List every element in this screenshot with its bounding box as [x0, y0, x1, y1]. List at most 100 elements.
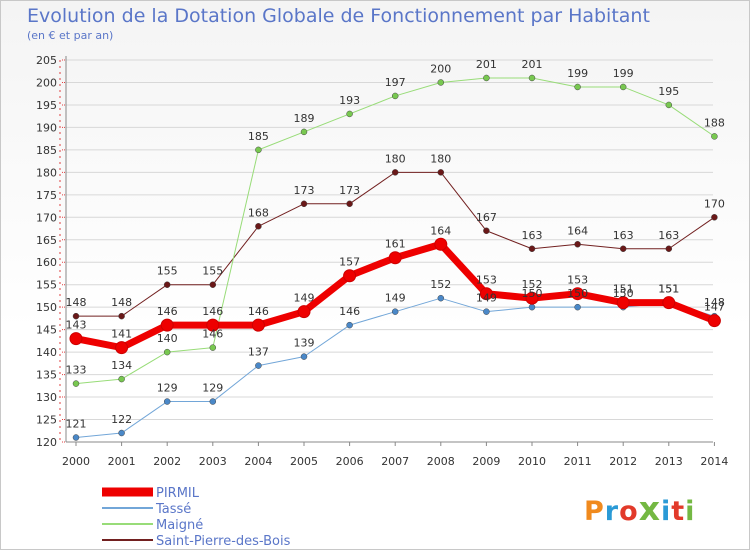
data-point-maigne	[209, 344, 217, 351]
x-tick-label: 2007	[381, 455, 409, 468]
data-label-pirmil: 164	[430, 224, 451, 237]
data-point-tasse	[163, 398, 171, 405]
data-label-saint-pierre-des-bois: 173	[339, 184, 360, 197]
x-tick-label: 2009	[472, 455, 500, 468]
data-point-maigne	[255, 146, 262, 154]
data-point-maigne	[711, 133, 718, 140]
data-label-maigne: 201	[522, 58, 543, 71]
data-point-pirmil	[662, 296, 676, 310]
data-label-pirmil: 147	[704, 301, 725, 314]
data-point-pirmil	[616, 296, 630, 310]
data-point-saint-pierre-des-bois	[665, 245, 673, 253]
data-point-maigne	[665, 101, 673, 109]
axes: 1201251301351401451501551601651701751801…	[36, 54, 728, 468]
y-tick-label: 135	[36, 369, 57, 382]
data-point-saint-pierre-des-bois	[163, 281, 171, 288]
data-label-tasse: 150	[567, 287, 588, 300]
data-label-saint-pierre-des-bois: 163	[658, 229, 679, 242]
x-tick-label: 2001	[108, 455, 136, 468]
legend-label-tasse: Tassé	[155, 502, 191, 517]
data-label-pirmil: 143	[66, 319, 87, 332]
y-tick-label: 175	[36, 189, 57, 202]
data-label-saint-pierre-des-bois: 163	[613, 229, 634, 242]
data-label-tasse: 152	[430, 278, 451, 291]
y-tick-label: 170	[36, 211, 57, 224]
data-label-saint-pierre-des-bois: 155	[157, 265, 178, 278]
data-label-maigne: 195	[658, 85, 679, 98]
data-label-maigne: 133	[66, 364, 87, 377]
series-line-tasse	[75, 297, 715, 439]
data-label-tasse: 137	[248, 346, 269, 359]
chart-subtitle: (en € et par an)	[27, 29, 114, 42]
data-point-saint-pierre-des-bois	[711, 214, 718, 221]
x-tick-label: 2012	[609, 455, 637, 468]
data-label-tasse: 121	[66, 418, 87, 431]
data-point-maigne	[483, 74, 490, 82]
data-point-saint-pierre-des-bois	[483, 227, 490, 235]
data-label-tasse: 150	[522, 287, 543, 300]
data-point-saint-pierre-des-bois	[619, 245, 627, 253]
data-point-tasse	[528, 303, 536, 311]
data-point-pirmil	[707, 314, 721, 328]
data-point-saint-pierre-des-bois	[118, 312, 125, 320]
data-label-saint-pierre-des-bois: 173	[294, 184, 315, 197]
y-tick-label: 125	[36, 414, 57, 427]
data-label-maigne: 140	[157, 332, 178, 345]
logo-letter: o	[619, 496, 639, 527]
data-point-saint-pierre-des-bois	[209, 281, 217, 288]
data-label-tasse: 150	[613, 287, 634, 300]
data-point-maigne	[619, 83, 627, 91]
data-point-pirmil	[434, 237, 448, 251]
y-tick-label: 120	[36, 436, 57, 449]
data-label-maigne: 193	[339, 94, 360, 107]
data-label-pirmil: 149	[294, 292, 315, 305]
data-label-pirmil: 146	[248, 305, 269, 318]
x-tick-label: 2014	[700, 455, 728, 468]
data-label-tasse: 151	[658, 283, 679, 296]
data-label-pirmil: 141	[111, 328, 132, 341]
data-label-maigne: 185	[248, 130, 269, 143]
x-tick-label: 2003	[199, 455, 227, 468]
data-label-saint-pierre-des-bois: 148	[66, 296, 87, 309]
data-label-pirmil: 157	[339, 256, 360, 269]
y-tick-label: 195	[36, 99, 57, 112]
x-tick-label: 2013	[655, 455, 683, 468]
data-label-tasse: 139	[294, 337, 315, 350]
logo-letter: t	[671, 496, 686, 527]
data-labels: 148 148 155 155 168 173 173 180 180 167 163 164 163 1…	[66, 58, 725, 431]
data-label-maigne: 199	[613, 67, 634, 80]
data-label-tasse: 149	[476, 292, 497, 305]
logo-letter: P	[584, 496, 605, 527]
data-label-pirmil: 151	[613, 283, 634, 296]
data-point-maigne	[574, 83, 581, 91]
logo-letter: i	[660, 496, 672, 527]
x-tick-label: 2002	[153, 455, 181, 468]
data-point-pirmil	[69, 332, 83, 346]
data-label-maigne: 199	[567, 67, 588, 80]
data-point-tasse	[118, 429, 125, 437]
data-point-maigne	[346, 110, 353, 118]
data-point-tasse	[300, 353, 308, 360]
data-point-saint-pierre-des-bois	[391, 169, 399, 176]
data-point-pirmil	[343, 269, 357, 283]
y-tick-label: 190	[36, 121, 57, 134]
x-tick-label: 2006	[336, 455, 364, 468]
data-label-saint-pierre-des-bois: 148	[111, 296, 132, 309]
data-point-saint-pierre-des-bois	[255, 223, 262, 230]
data-label-pirmil: 153	[476, 274, 497, 287]
data-label-pirmil: 152	[522, 278, 543, 291]
data-point-saint-pierre-des-bois	[437, 169, 445, 176]
data-point-pirmil	[297, 305, 311, 319]
data-point-maigne	[391, 92, 399, 100]
data-point-maigne	[528, 74, 536, 82]
data-point-saint-pierre-des-bois	[300, 200, 308, 208]
data-point-maigne	[118, 375, 125, 383]
data-label-tasse: 129	[157, 382, 178, 395]
data-label-saint-pierre-des-bois: 167	[476, 211, 497, 224]
data-point-tasse	[483, 308, 490, 315]
data-label-pirmil: 161	[385, 238, 406, 251]
legend-label-pirmil: PIRMIL	[156, 486, 200, 501]
data-point-pirmil	[388, 251, 402, 265]
